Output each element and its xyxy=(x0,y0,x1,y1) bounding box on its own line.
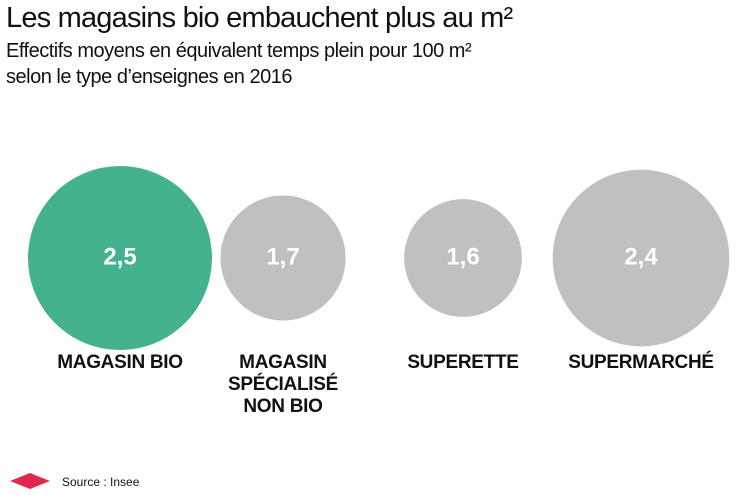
bubble xyxy=(404,199,522,317)
category-label: MAGASIN BIO xyxy=(57,352,183,373)
bubble xyxy=(220,195,346,321)
value-label: 2,4 xyxy=(624,243,658,270)
category-label: SUPERETTE xyxy=(407,352,519,373)
subtitle: Effectifs moyens en équivalent temps ple… xyxy=(6,40,472,62)
source: Source : Insee xyxy=(62,475,140,489)
bubble xyxy=(28,166,212,350)
source-marker xyxy=(10,473,50,489)
category-label: MAGASIN SPÉCIALISÉ NON BIO xyxy=(228,352,338,417)
value-label: 2,5 xyxy=(103,243,136,270)
value-label: 1,7 xyxy=(266,243,299,270)
value-label: 1,6 xyxy=(446,243,479,270)
bubble xyxy=(552,169,730,347)
chart-title: Les magasins bio embauchent plus au m² xyxy=(6,2,513,34)
subtitle: selon le type d’enseignes en 2016 xyxy=(6,66,292,88)
category-label: SUPERMARCHÉ xyxy=(568,352,714,373)
